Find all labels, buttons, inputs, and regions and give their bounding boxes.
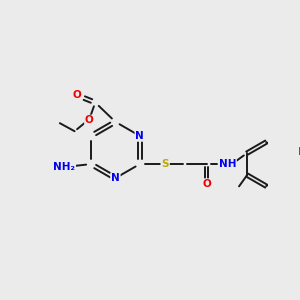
Text: O: O: [202, 179, 211, 189]
Text: O: O: [73, 90, 82, 100]
Text: S: S: [161, 159, 169, 169]
Text: N: N: [111, 173, 120, 183]
Text: N: N: [135, 131, 144, 141]
Text: NH: NH: [218, 159, 236, 169]
Text: NH₂: NH₂: [53, 162, 75, 172]
Text: F: F: [298, 147, 300, 157]
Text: O: O: [85, 116, 94, 125]
